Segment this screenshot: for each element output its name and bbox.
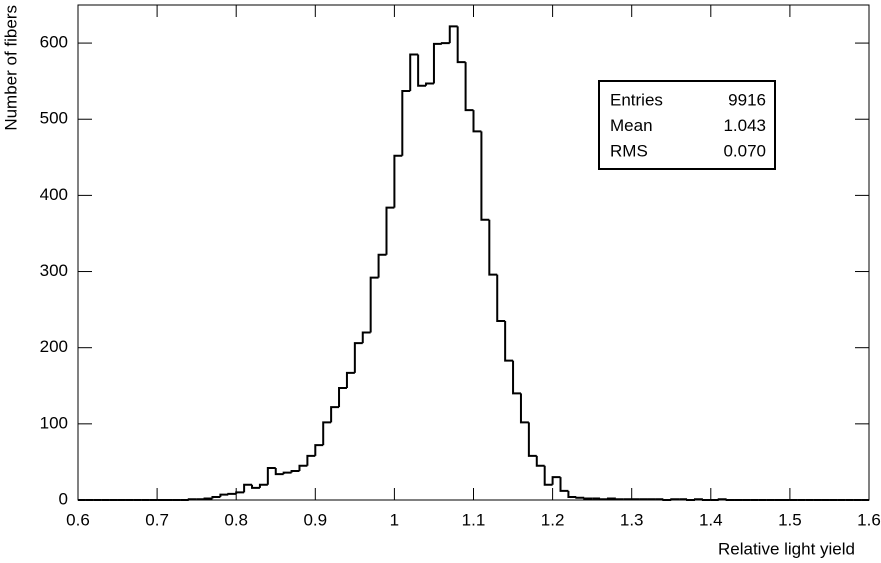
histogram-bin [330,406,340,423]
histogram-bin [377,253,387,278]
histogram-bin [243,483,253,493]
histogram-bin [322,421,332,446]
x-tick-label: 1.6 [857,510,881,529]
histogram-bin [290,470,300,473]
histogram-bin [559,477,569,492]
histogram-bin [187,498,197,501]
x-tick-label: 1.4 [699,510,723,529]
histogram-bin [338,387,347,408]
histogram-bin [693,498,703,501]
stats-label: Mean [610,116,653,135]
histogram-bin [251,484,260,489]
histogram-bin [701,499,711,501]
histogram-bin [314,444,324,456]
histogram-bin [472,110,482,133]
histogram-bin [282,471,292,475]
stats-label: Entries [610,90,663,109]
histogram-bin [519,393,529,424]
stats-label: RMS [610,141,648,160]
histogram-bin [274,468,284,476]
histogram-bin [480,131,490,221]
histogram-bin [258,483,268,488]
histogram-bin [670,498,680,501]
histogram-bin [448,25,458,44]
histogram-bin [599,498,608,501]
histogram-bin [488,219,498,276]
histogram-bin [456,26,466,64]
x-tick-label: 0.8 [224,510,248,529]
histogram-bin [298,464,308,472]
histogram-bin [551,476,561,485]
histogram-bin [425,82,434,86]
histogram-bin [266,467,276,485]
histogram-bin [512,360,521,395]
histogram-bin [409,53,419,92]
histogram-bin [686,499,695,501]
histogram-bin [535,455,545,467]
histogram-bin [575,496,585,499]
histogram-bin [725,499,735,501]
y-tick-label: 100 [40,413,68,432]
stats-value: 9916 [728,90,766,109]
histogram-bin [614,498,624,501]
histogram-bin [432,42,442,84]
histogram-bin [219,493,229,497]
histogram-bin [662,499,672,501]
x-tick-label: 0.9 [303,510,327,529]
histogram-bin [227,492,237,495]
y-tick-label: 400 [40,185,68,204]
histogram-bin [504,321,514,362]
histogram-bin [306,454,316,466]
x-tick-label: 1.3 [620,510,644,529]
y-tick-label: 600 [40,33,68,52]
y-tick-label: 300 [40,261,68,280]
histogram-bin [385,206,395,255]
histogram-bin [361,331,371,344]
histogram-bin [345,371,355,389]
histogram-bin [440,42,450,45]
histogram-bin [464,62,474,112]
histogram-bin [369,276,379,333]
histogram-bin [393,154,403,208]
y-tick-label: 0 [59,489,68,508]
histogram-bin [235,491,245,494]
y-tick-label: 500 [40,109,68,128]
x-tick-label: 0.7 [145,510,169,529]
x-tick-label: 0.6 [66,510,90,529]
stats-box [598,80,776,170]
histogram-bin [606,497,616,500]
stats-value: 1.043 [723,116,766,135]
x-axis-label: Relative light yield [718,539,855,558]
stats-value: 0.070 [723,141,766,160]
histogram-bin [717,498,727,501]
y-tick-label: 200 [40,337,68,356]
y-axis-label: Number of fibers [1,5,20,131]
histogram-bin [543,465,553,486]
histogram-bin [353,342,363,373]
histogram-bin [203,497,213,500]
x-tick-label: 1.2 [541,510,565,529]
histogram-bin [401,90,411,156]
x-tick-label: 1.5 [778,510,802,529]
histogram-bin [496,274,506,323]
histogram-bin [567,490,577,498]
x-tick-label: 1 [390,510,399,529]
x-tick-label: 1.1 [462,510,486,529]
histogram-bin [527,422,537,457]
histogram-bin [583,497,593,500]
histogram-bin [211,495,221,499]
histogram-bin [417,54,427,87]
